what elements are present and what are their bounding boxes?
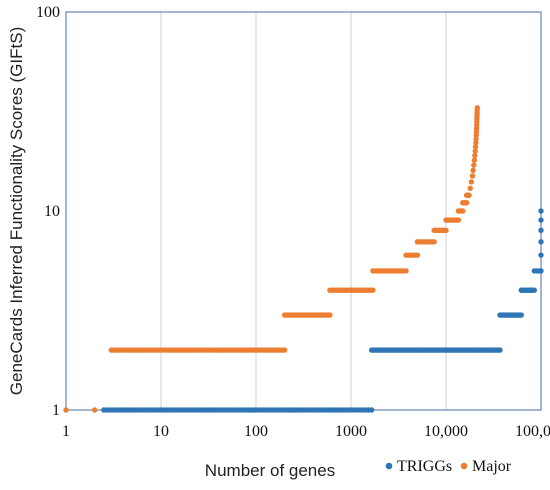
data-point-major-143 <box>414 252 421 258</box>
data-point-major-171 <box>460 208 466 214</box>
data-point-major-152 <box>431 239 437 245</box>
data-point-triggs-218 <box>538 268 544 274</box>
data-point-major-186 <box>472 152 478 159</box>
x-tick-label-5: 100,000 <box>515 423 550 440</box>
legend-label-major: Major <box>472 458 512 475</box>
x-tick-label-4: 10,000 <box>424 423 468 440</box>
y-tick-label-1: 10 <box>44 203 60 220</box>
y-axis-label: GeneCards Inferred Functionality Scores … <box>7 27 26 395</box>
data-point-major-185 <box>471 157 478 163</box>
data-point-triggs-222 <box>538 217 544 223</box>
data-point-triggs-202 <box>518 312 524 318</box>
grid-lines <box>160 12 447 410</box>
data-point-major-94 <box>327 312 333 318</box>
data-point-major-187 <box>472 148 478 154</box>
data-point-major-182 <box>469 173 476 179</box>
y-tick-label-0: 1 <box>52 402 60 419</box>
data-point-major-137 <box>403 268 409 274</box>
legend: TRIGGs Major <box>385 458 512 475</box>
data-point-major-177 <box>466 192 472 198</box>
data-point-major-188 <box>472 144 479 150</box>
legend-marker-triggs <box>385 462 393 470</box>
x-tick-label-3: 1000 <box>335 423 367 440</box>
data-point-major-180 <box>467 185 473 192</box>
data-point-triggs-220 <box>538 239 544 245</box>
y-tick-label-2: 100 <box>36 4 60 21</box>
data-point-triggs-214 <box>531 287 537 293</box>
x-tick-label-0: 1 <box>62 423 70 440</box>
data-point-major-179 <box>91 407 98 413</box>
data-point-triggs-223 <box>538 208 544 214</box>
data-points <box>63 105 544 413</box>
data-point-major-178 <box>63 407 69 413</box>
data-point-major-183 <box>470 167 476 174</box>
data-point-major-174 <box>463 200 470 206</box>
legend-label-triggs: TRIGGs <box>397 458 452 475</box>
data-point-triggs-94 <box>368 407 375 413</box>
x-tick-label-1: 10 <box>153 423 169 440</box>
series-triggs <box>101 208 544 413</box>
data-point-triggs-184 <box>497 347 503 353</box>
data-point-major-119 <box>370 287 376 293</box>
data-point-triggs-221 <box>538 227 544 233</box>
tick-labels: 1 10 100 1000 10,000 100,000 1 10 100 <box>36 4 550 440</box>
legend-marker-major <box>460 462 468 470</box>
data-point-major-184 <box>471 162 477 168</box>
data-point-triggs-219 <box>538 252 544 258</box>
data-point-major-168 <box>455 217 462 223</box>
data-point-major-69 <box>281 347 288 353</box>
x-axis-label: Number of genes <box>205 461 335 480</box>
data-point-major-160 <box>443 227 449 233</box>
data-point-major-200 <box>474 105 480 111</box>
data-point-major-181 <box>468 179 475 185</box>
series-major <box>63 105 480 413</box>
data-point-major-189 <box>473 140 479 146</box>
x-tick-label-2: 100 <box>244 423 268 440</box>
